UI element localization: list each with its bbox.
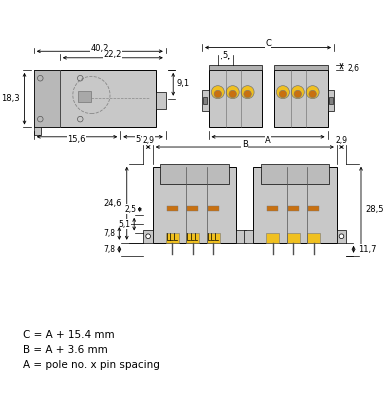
Bar	[167, 206, 178, 211]
Bar	[307, 234, 320, 243]
Bar	[267, 206, 278, 211]
Text: 22,2: 22,2	[103, 50, 122, 60]
Bar	[274, 70, 328, 128]
Circle shape	[291, 86, 304, 99]
Bar	[208, 65, 262, 70]
Text: 2,9: 2,9	[335, 136, 347, 145]
Circle shape	[229, 90, 237, 98]
Text: 5: 5	[135, 135, 141, 144]
Bar	[208, 206, 219, 211]
Bar	[166, 234, 179, 243]
Bar	[308, 206, 319, 211]
Bar	[34, 70, 156, 128]
Text: 2,6: 2,6	[347, 64, 359, 72]
Bar	[328, 90, 334, 111]
Text: B: B	[242, 140, 248, 149]
Circle shape	[244, 90, 251, 98]
Text: 7,8: 7,8	[103, 229, 115, 238]
Circle shape	[226, 86, 239, 99]
Bar	[156, 92, 166, 109]
Bar	[186, 234, 199, 243]
Bar	[253, 168, 337, 243]
Circle shape	[279, 90, 287, 98]
Bar	[244, 230, 253, 243]
Bar	[203, 97, 207, 104]
Text: 15,6: 15,6	[67, 135, 86, 144]
Bar	[153, 168, 237, 243]
Text: 9,1: 9,1	[177, 79, 190, 88]
Bar	[287, 234, 300, 243]
Circle shape	[276, 86, 290, 99]
Circle shape	[214, 90, 222, 98]
Circle shape	[241, 86, 254, 99]
Bar	[274, 65, 328, 70]
Bar	[34, 126, 41, 135]
Bar	[237, 230, 246, 243]
Circle shape	[309, 90, 317, 98]
Bar	[266, 234, 279, 243]
Text: 2,5: 2,5	[125, 205, 137, 214]
Bar	[288, 206, 299, 211]
Text: 5: 5	[223, 52, 228, 60]
Circle shape	[306, 86, 319, 99]
Bar	[144, 230, 153, 243]
Bar	[34, 70, 60, 128]
Text: 5,1: 5,1	[119, 220, 130, 229]
Text: A: A	[265, 136, 271, 145]
Circle shape	[294, 90, 301, 98]
Bar	[78, 91, 91, 102]
Bar	[187, 206, 198, 211]
Bar	[329, 97, 333, 104]
Text: A = pole no. x pin spacing: A = pole no. x pin spacing	[23, 360, 159, 370]
Text: 11,7: 11,7	[358, 245, 377, 254]
Text: B = A + 3.6 mm: B = A + 3.6 mm	[23, 345, 107, 355]
Circle shape	[339, 234, 344, 238]
Text: 24,6: 24,6	[103, 199, 122, 208]
Bar	[207, 234, 220, 243]
Bar	[202, 90, 208, 111]
Text: C: C	[265, 39, 271, 48]
Bar	[261, 164, 329, 184]
Circle shape	[146, 234, 151, 238]
Text: 28,5: 28,5	[366, 205, 384, 214]
Bar	[208, 70, 262, 128]
Circle shape	[211, 86, 224, 99]
Text: C = A + 15.4 mm: C = A + 15.4 mm	[23, 330, 114, 340]
Text: 2,9: 2,9	[142, 136, 154, 145]
Bar	[337, 230, 346, 243]
Text: 7,8: 7,8	[103, 245, 115, 254]
Bar	[160, 164, 229, 184]
Text: 18,3: 18,3	[1, 94, 20, 103]
Text: 40,2: 40,2	[91, 44, 109, 53]
